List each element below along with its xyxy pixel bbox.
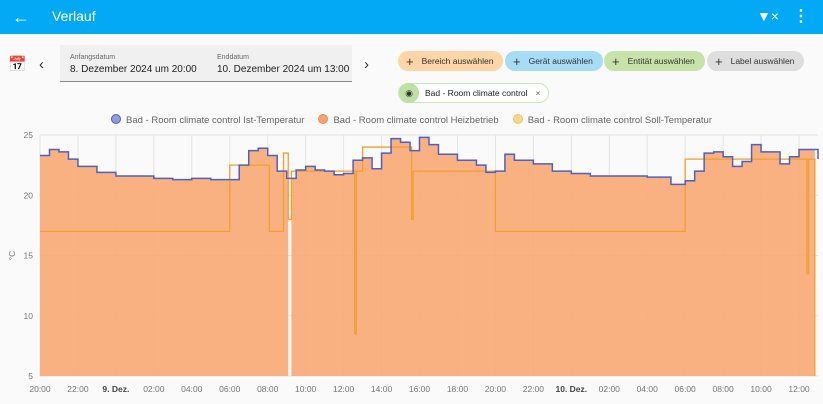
x-tick-label: 9. Dez. bbox=[102, 384, 129, 394]
thermostat-icon: ◉ bbox=[399, 83, 419, 103]
chevron-right-icon[interactable]: › bbox=[364, 56, 369, 73]
page-title: Verlauf bbox=[52, 8, 96, 24]
dots-vertical-icon[interactable]: ⋮ bbox=[793, 8, 809, 25]
choose-device-button[interactable]: + Gerät auswählen bbox=[505, 51, 603, 71]
legend-item-ist[interactable]: Bad - Room climate control Ist-Temperatu… bbox=[111, 114, 304, 126]
x-tick-label: 20:00 bbox=[485, 384, 507, 394]
heating-area bbox=[40, 148, 289, 376]
x-tick-label: 16:00 bbox=[409, 384, 431, 394]
x-tick-label: 12:00 bbox=[333, 384, 355, 394]
x-tick-label: 18:00 bbox=[447, 384, 469, 394]
history-chart[interactable]: 5 10 15 20 25 20:00 22:00 9. Dez. 02:00 04:00 06:0… bbox=[0, 126, 823, 404]
legend-item-heizbetrieb[interactable]: Bad - Room climate control Heizbetrieb bbox=[318, 114, 499, 126]
end-date-value[interactable]: 10. Dezember 2024 um 13:00 bbox=[217, 64, 350, 75]
x-tick-label: 02:00 bbox=[599, 384, 621, 394]
date-range-picker[interactable]: Anfangsdatum 8. Dezember 2024 um 20:00 E… bbox=[60, 45, 352, 82]
x-tick-label: 12:00 bbox=[788, 384, 810, 394]
x-tick-label: 10:00 bbox=[750, 384, 772, 394]
legend-label: Bad - Room climate control Heizbetrieb bbox=[333, 115, 499, 126]
y-tick-label: 25 bbox=[24, 130, 34, 140]
x-tick-label: 04:00 bbox=[637, 384, 659, 394]
y-tick-label: 5 bbox=[28, 371, 33, 381]
x-tick-label: 04:00 bbox=[181, 384, 203, 394]
end-date-label: Enddatum bbox=[217, 54, 249, 61]
entity-label: Bad - Room climate control bbox=[425, 88, 528, 98]
app-header: ← Verlauf ▼× ⋮ bbox=[0, 0, 823, 34]
setpoint-line bbox=[40, 146, 816, 376]
y-axis-label: °C bbox=[7, 251, 17, 261]
heating-area bbox=[291, 137, 815, 376]
chart-legend: Bad - Room climate control Ist-Temperatu… bbox=[0, 114, 823, 126]
plus-icon: + bbox=[513, 53, 521, 69]
y-tick-label: 20 bbox=[24, 190, 34, 200]
plus-icon: + bbox=[612, 53, 620, 69]
x-tick-label: 10. Dez. bbox=[555, 384, 587, 394]
legend-swatch bbox=[318, 114, 329, 124]
chip-label: Label auswählen bbox=[730, 56, 795, 66]
chevron-left-icon[interactable]: ‹ bbox=[39, 56, 44, 73]
filter-remove-icon[interactable]: ▼× bbox=[756, 8, 779, 24]
choose-entity-button[interactable]: + Entität auswählen bbox=[604, 51, 705, 71]
arrow-left-icon[interactable]: ← bbox=[12, 7, 30, 27]
x-tick-label: 06:00 bbox=[675, 384, 697, 394]
start-date-label: Anfangsdatum bbox=[70, 54, 116, 61]
y-tick-label: 10 bbox=[24, 311, 34, 321]
start-date-value[interactable]: 8. Dezember 2024 um 20:00 bbox=[70, 64, 197, 75]
x-tick-label: 08:00 bbox=[257, 384, 279, 394]
legend-item-soll[interactable]: Bad - Room climate control Soll-Temperat… bbox=[512, 114, 712, 126]
legend-swatch bbox=[111, 114, 121, 124]
x-tick-label: 02:00 bbox=[143, 384, 165, 394]
calendar-icon[interactable]: 📅 bbox=[8, 56, 27, 73]
x-tick-label: 06:00 bbox=[219, 384, 241, 394]
plus-icon: + bbox=[715, 53, 723, 69]
x-tick-label: 22:00 bbox=[67, 384, 89, 394]
temperature-line bbox=[40, 136, 819, 186]
x-tick-label: 22:00 bbox=[523, 384, 545, 394]
chip-label: Gerät auswählen bbox=[528, 56, 593, 66]
selected-entity-chip[interactable]: ◉ Bad - Room climate control × bbox=[398, 83, 550, 103]
legend-label: Bad - Room climate control Soll-Temperat… bbox=[527, 115, 712, 126]
x-tick-label: 20:00 bbox=[29, 384, 51, 394]
x-tick-label: 10:00 bbox=[295, 384, 317, 394]
legend-label: Bad - Room climate control Ist-Temperatu… bbox=[126, 115, 305, 126]
close-icon[interactable]: × bbox=[535, 88, 541, 98]
choose-area-button[interactable]: + Bereich auswählen bbox=[398, 51, 504, 71]
y-tick-label: 15 bbox=[24, 251, 34, 261]
x-tick-label: 14:00 bbox=[371, 384, 393, 394]
x-tick-label: 08:00 bbox=[712, 384, 734, 394]
plus-icon: + bbox=[406, 53, 414, 69]
chip-label: Bereich auswählen bbox=[421, 56, 494, 66]
legend-swatch bbox=[512, 114, 523, 124]
choose-label-button[interactable]: + Label auswählen bbox=[707, 51, 805, 71]
chip-label: Entität auswählen bbox=[627, 56, 695, 66]
